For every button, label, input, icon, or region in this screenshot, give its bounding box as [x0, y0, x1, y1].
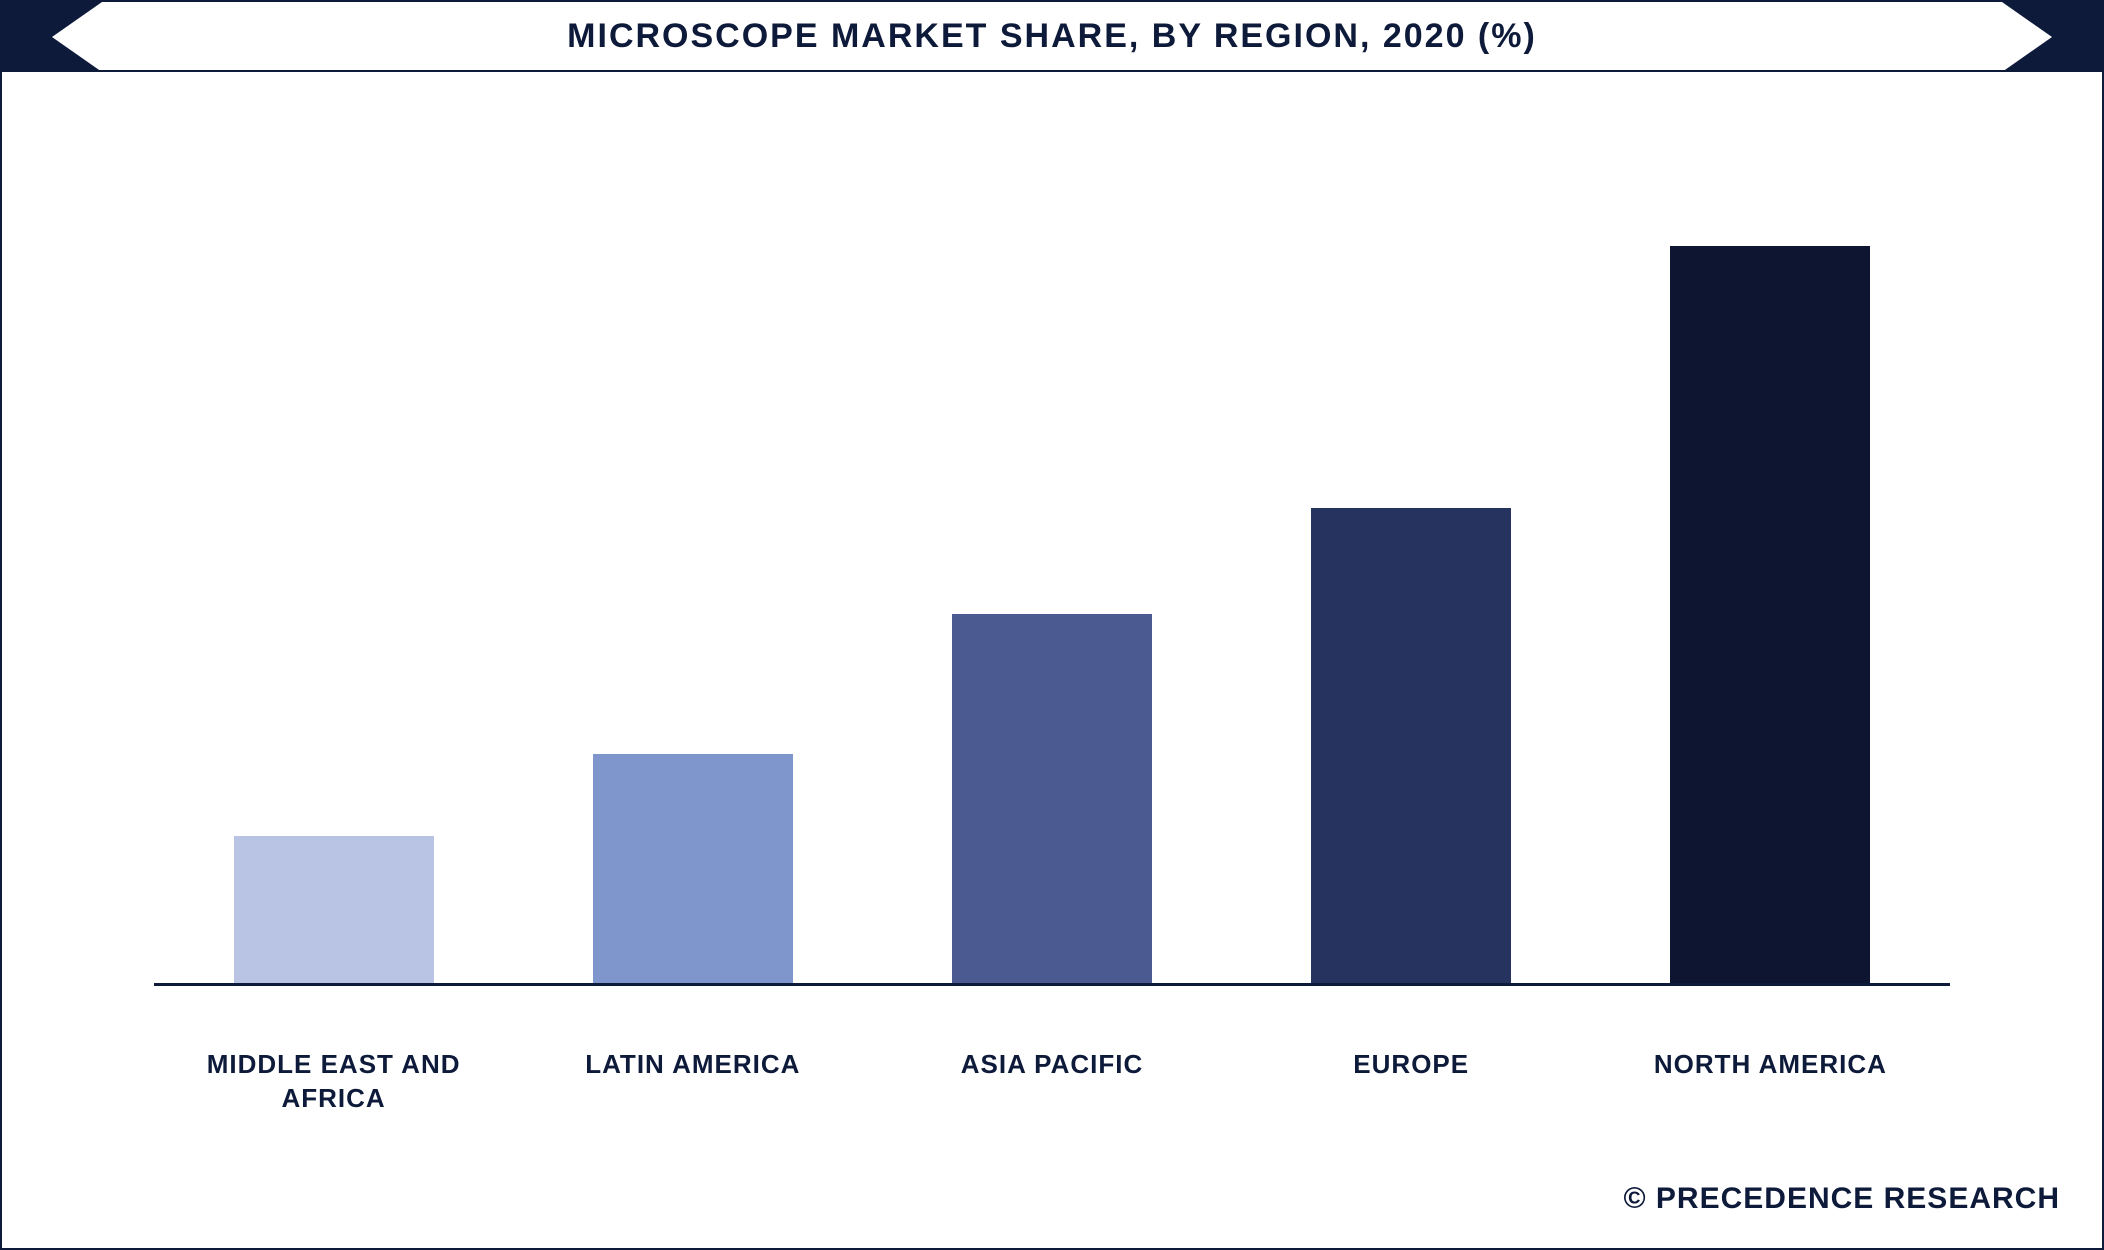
x-axis-label: Europe [1232, 1048, 1591, 1116]
plot-region [154, 164, 1950, 986]
x-axis-label: Latin America [513, 1048, 872, 1116]
attribution-text: © PRECEDENCE RESEARCH [1623, 1182, 2060, 1216]
title-bar: Microscope Market Share, By Region, 2020… [2, 2, 2102, 72]
chart-title: Microscope Market Share, By Region, 2020… [567, 17, 1537, 56]
bar-slot [154, 164, 513, 983]
x-axis-label: Asia Pacific [872, 1048, 1231, 1116]
bar-slot [1591, 164, 1950, 983]
x-axis-label: Middle East and Africa [154, 1048, 513, 1116]
bar [593, 754, 793, 983]
chart-area: Middle East and AfricaLatin AmericaAsia … [4, 74, 2100, 1246]
bar [234, 836, 434, 983]
x-axis-label: North America [1591, 1048, 1950, 1116]
chart-frame: Microscope Market Share, By Region, 2020… [0, 0, 2104, 1250]
bars-container [154, 164, 1950, 983]
bar-slot [872, 164, 1231, 983]
bar-slot [1232, 164, 1591, 983]
bar-slot [513, 164, 872, 983]
bar [952, 614, 1152, 983]
x-axis-labels: Middle East and AfricaLatin AmericaAsia … [154, 1048, 1950, 1116]
bar [1311, 508, 1511, 983]
corner-triangle-bottom-left [2, 2, 102, 72]
corner-triangle-bottom-right [2002, 2, 2102, 72]
bar [1670, 246, 1870, 983]
